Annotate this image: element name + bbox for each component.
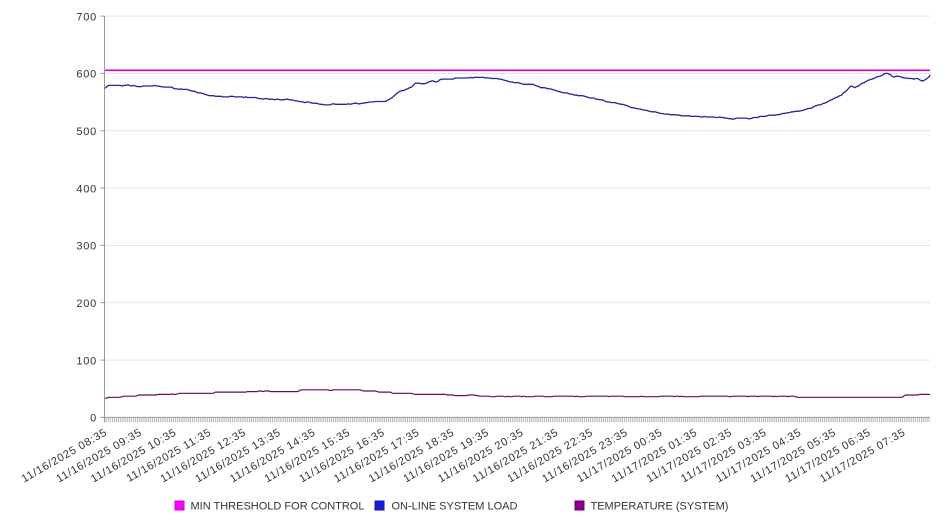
svg-text:0: 0 (90, 413, 97, 425)
svg-text:MIN THRESHOLD FOR CONTROL: MIN THRESHOLD FOR CONTROL (191, 501, 365, 513)
svg-text:500: 500 (76, 126, 97, 138)
svg-text:700: 700 (76, 11, 97, 23)
svg-text:300: 300 (76, 241, 97, 253)
svg-text:TEMPERATURE (SYSTEM): TEMPERATURE (SYSTEM) (591, 501, 729, 513)
svg-text:400: 400 (76, 183, 97, 195)
svg-text:100: 100 (76, 355, 97, 367)
svg-text:200: 200 (76, 298, 97, 310)
svg-text:ON-LINE SYSTEM LOAD: ON-LINE SYSTEM LOAD (392, 501, 518, 513)
svg-text:600: 600 (76, 69, 97, 81)
